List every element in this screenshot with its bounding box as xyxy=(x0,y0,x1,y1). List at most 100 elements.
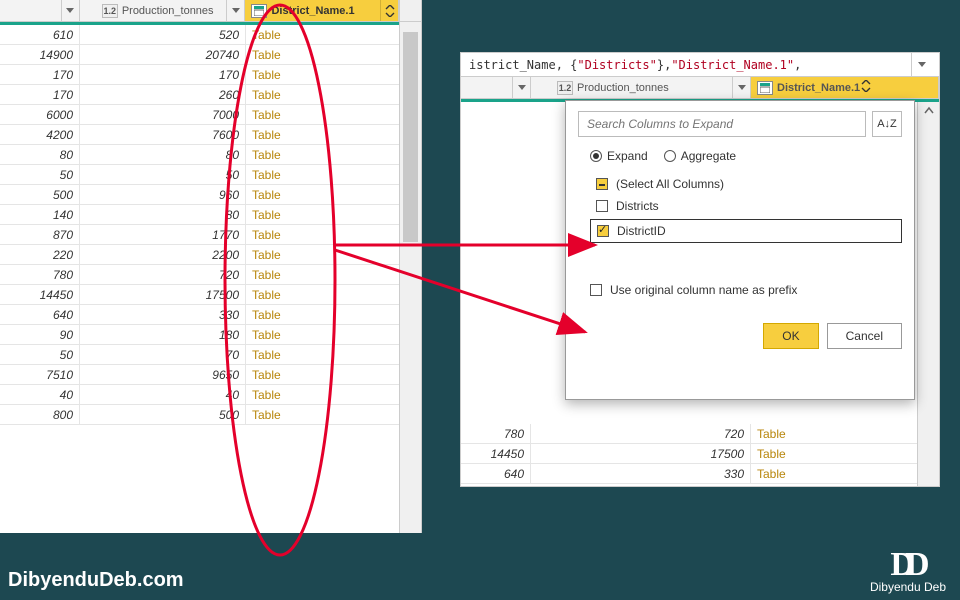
table-row[interactable]: 170170Table xyxy=(0,65,421,85)
cell-area: 14450 xyxy=(461,444,531,463)
cell-table-link[interactable]: Table xyxy=(246,225,400,244)
cell-table-link[interactable]: Table xyxy=(246,405,400,424)
table-row[interactable]: 14080Table xyxy=(0,205,421,225)
dropdown-icon[interactable] xyxy=(226,0,244,21)
checkbox-checked-icon xyxy=(597,225,609,237)
cell-table-link[interactable]: Table xyxy=(246,125,400,144)
cell-production: 70 xyxy=(80,345,246,364)
table-row[interactable]: 8701770Table xyxy=(0,225,421,245)
cell-table-link[interactable]: Table xyxy=(246,245,400,264)
cell-production: 260 xyxy=(80,85,246,104)
table-row[interactable]: 4040Table xyxy=(0,385,421,405)
radio-icon xyxy=(590,150,602,162)
cell-table-link[interactable]: Table xyxy=(246,385,400,404)
table-row[interactable]: 75109650Table xyxy=(0,365,421,385)
radio-expand[interactable]: Expand xyxy=(590,149,648,163)
dropdown-icon[interactable] xyxy=(61,0,79,21)
cell-table-link[interactable]: Table xyxy=(246,105,400,124)
cell-table-link[interactable]: Table xyxy=(246,185,400,204)
cell-production: 2200 xyxy=(80,245,246,264)
table-row[interactable]: 800500Table xyxy=(0,405,421,425)
cell-table-link[interactable]: Table xyxy=(246,25,400,44)
cell-area: 80 xyxy=(0,145,80,164)
cell-area: 220 xyxy=(0,245,80,264)
cell-table-link[interactable]: Table xyxy=(751,424,939,443)
brand-right: DD Dibyendu Deb xyxy=(870,548,946,594)
table-row[interactable]: 1445017500Table xyxy=(461,444,939,464)
select-all-item[interactable]: (Select All Columns) xyxy=(590,173,902,195)
table-row[interactable]: 640330Table xyxy=(0,305,421,325)
column-option-districtid[interactable]: DistrictID xyxy=(590,219,902,243)
brand-url: DibyenduDeb.com xyxy=(8,569,184,592)
cell-table-link[interactable]: Table xyxy=(246,65,400,84)
right-col-3-header[interactable]: District_Name.1 xyxy=(751,77,939,98)
cell-table-link[interactable]: Table xyxy=(246,45,400,64)
table-row[interactable]: 1445017500Table xyxy=(0,285,421,305)
table-row[interactable]: 8080Table xyxy=(0,145,421,165)
scrollbar-thumb[interactable] xyxy=(403,32,418,242)
prefix-option[interactable]: Use original column name as prefix xyxy=(590,283,902,297)
cell-table-link[interactable]: Table xyxy=(246,205,400,224)
dropdown-icon[interactable] xyxy=(732,77,750,98)
cell-area: 6000 xyxy=(0,105,80,124)
table-row[interactable]: 1490020740Table xyxy=(0,45,421,65)
table-row[interactable]: 5070Table xyxy=(0,345,421,365)
cell-production: 17500 xyxy=(531,444,751,463)
cell-area: 7510 xyxy=(0,365,80,384)
cell-production: 720 xyxy=(531,424,751,443)
cell-table-link[interactable]: Table xyxy=(246,265,400,284)
table-row[interactable]: 500960Table xyxy=(0,185,421,205)
cell-table-link[interactable]: Table xyxy=(246,165,400,184)
cell-table-link[interactable]: Table xyxy=(751,464,939,483)
sort-az-button[interactable]: A↓Z xyxy=(872,111,902,137)
expand-column-icon[interactable] xyxy=(380,0,398,21)
left-table-header: 1.2 Production_tonnes District_Name.1 xyxy=(0,0,421,22)
formula-arg-1: "Districts" xyxy=(577,58,656,72)
right-col-2-header[interactable]: 1.2 Production_tonnes xyxy=(531,77,751,98)
table-row[interactable]: 780720Table xyxy=(0,265,421,285)
brand-logo-icon: DD xyxy=(870,548,946,582)
cell-area: 500 xyxy=(0,185,80,204)
cell-table-link[interactable]: Table xyxy=(246,345,400,364)
radio-expand-label: Expand xyxy=(607,149,648,163)
table-row[interactable]: 640330Table xyxy=(461,464,939,484)
left-col-1-header[interactable] xyxy=(0,0,80,21)
cell-table-link[interactable]: Table xyxy=(246,365,400,384)
columns-checklist: (Select All Columns) Districts DistrictI… xyxy=(590,173,902,243)
left-col-3-header[interactable]: District_Name.1 xyxy=(245,0,399,21)
cell-table-link[interactable]: Table xyxy=(246,285,400,304)
column-option-districts[interactable]: Districts xyxy=(590,195,902,217)
vertical-scrollbar[interactable] xyxy=(917,102,939,486)
cell-production: 520 xyxy=(80,25,246,44)
expand-column-icon[interactable] xyxy=(860,80,872,95)
vertical-scrollbar[interactable] xyxy=(399,22,421,533)
cancel-button[interactable]: Cancel xyxy=(827,323,902,349)
table-row[interactable]: 90180Table xyxy=(0,325,421,345)
cell-table-link[interactable]: Table xyxy=(246,145,400,164)
formula-expand-icon[interactable] xyxy=(911,53,931,76)
cell-table-link[interactable]: Table xyxy=(246,325,400,344)
table-row[interactable]: 610520Table xyxy=(0,25,421,45)
cell-area: 90 xyxy=(0,325,80,344)
table-row[interactable]: 780720Table xyxy=(461,424,939,444)
dropdown-icon[interactable] xyxy=(512,77,530,98)
ok-button[interactable]: OK xyxy=(763,323,818,349)
scroll-up-icon[interactable] xyxy=(918,102,939,120)
cell-production: 80 xyxy=(80,145,246,164)
select-all-label: (Select All Columns) xyxy=(616,177,724,191)
table-row[interactable]: 42007600Table xyxy=(0,125,421,145)
cell-table-link[interactable]: Table xyxy=(246,305,400,324)
radio-aggregate[interactable]: Aggregate xyxy=(664,149,736,163)
cell-production: 180 xyxy=(80,325,246,344)
cell-table-link[interactable]: Table xyxy=(246,85,400,104)
left-col-2-header[interactable]: 1.2 Production_tonnes xyxy=(80,0,246,21)
table-row[interactable]: 60007000Table xyxy=(0,105,421,125)
table-row[interactable]: 170260Table xyxy=(0,85,421,105)
cell-table-link[interactable]: Table xyxy=(751,444,939,463)
search-columns-input[interactable] xyxy=(578,111,866,137)
cell-production: 9650 xyxy=(80,365,246,384)
table-row[interactable]: 5050Table xyxy=(0,165,421,185)
right-col-1-header[interactable] xyxy=(461,77,531,98)
table-row[interactable]: 2202200Table xyxy=(0,245,421,265)
formula-bar[interactable]: istrict_Name, { "Districts" }, "District… xyxy=(461,53,939,77)
